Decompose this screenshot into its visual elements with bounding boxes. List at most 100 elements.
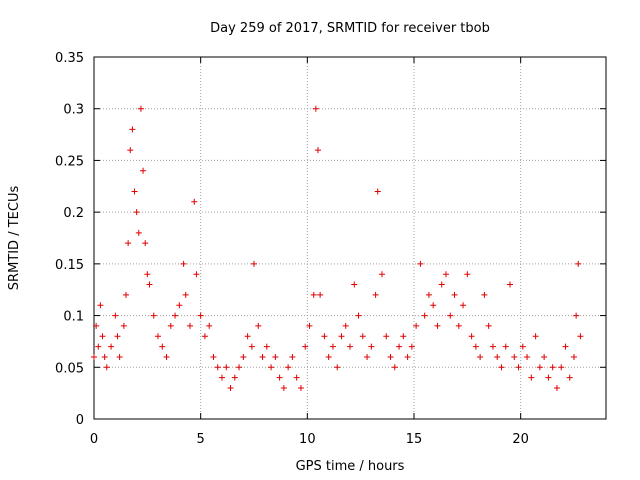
data-point [468,333,475,340]
data-point [425,291,432,298]
data-point [329,343,336,350]
data-point [315,147,321,154]
data-point [485,322,492,329]
data-point [191,198,198,205]
data-point [116,353,123,360]
data-point [306,322,313,329]
data-point [396,343,403,350]
data-point [481,291,488,298]
data-point [383,333,390,340]
data-point [451,291,458,298]
data-point [545,374,552,381]
data-point [511,353,518,360]
data-point [374,188,381,195]
data-point [502,343,509,350]
data-point [133,209,140,216]
data-point [131,188,138,195]
y-tick-label: 0.2 [63,206,84,221]
x-tick-label: 0 [90,432,98,447]
data-point [272,353,279,360]
data-point [553,384,560,391]
data-point [404,353,411,360]
data-point [268,364,275,371]
data-point [460,302,467,309]
x-axis-label: GPS time / hours [296,459,405,474]
data-point [434,322,441,329]
data-point [172,312,179,319]
data-point [364,353,371,360]
data-point [359,333,366,340]
data-point [421,312,428,319]
data-point [259,353,266,360]
data-point [321,333,328,340]
data-point [562,343,569,350]
data-point [251,260,257,267]
data-point [379,271,385,278]
data-point [443,271,449,278]
data-point [355,312,362,319]
data-point [368,343,375,350]
data-point [408,343,415,350]
data-point [150,312,157,319]
data-point [312,105,319,112]
data-point [210,353,217,360]
data-point [187,322,193,329]
data-point [430,302,437,309]
data-point [214,364,221,371]
data-point [507,281,513,288]
data-point [127,147,134,154]
data-point [112,312,119,319]
y-tick-label: 0.15 [55,258,84,273]
data-point [240,353,247,360]
data-point [135,229,142,236]
data-point [549,364,556,371]
x-tick-label: 5 [197,432,205,447]
data-point [515,364,522,371]
data-point [140,167,147,174]
grid-lines [94,57,606,419]
data-point [455,322,462,329]
data-point [293,374,300,381]
y-axis-label: SRMTID / TECUs [7,186,22,291]
data-point [528,374,535,381]
data-point [114,333,121,340]
x-tick-label: 15 [406,432,423,447]
data-point [387,353,394,360]
data-point [201,333,208,340]
data-point [236,364,243,371]
data-point [244,333,251,340]
data-point [227,384,234,391]
data-point [180,260,187,267]
x-tick-label: 10 [299,432,316,447]
data-point [103,364,110,371]
data-point [146,281,153,288]
data-point [144,271,151,278]
data-point [176,302,183,309]
data-point [129,126,136,133]
data-point [95,343,102,350]
data-point [197,312,204,319]
data-point [289,353,296,360]
data-points [91,105,584,391]
data-point [310,291,317,298]
data-point [351,281,358,288]
data-point [263,343,270,350]
data-point [536,364,543,371]
data-point [413,322,420,329]
data-point [231,374,238,381]
data-point [573,312,580,319]
y-tick-label: 0.05 [55,361,84,376]
y-tick-label: 0 [76,413,84,428]
data-point [155,333,161,340]
data-point [571,353,577,360]
axis-ticks: 0 0.05 0.1 0.15 0.2 0.25 0.3 0.35 0 5 10 15 20 [55,51,606,447]
data-point [577,333,584,340]
data-point [276,374,283,381]
data-point [219,374,225,381]
data-point [108,343,115,350]
data-point [255,322,262,329]
data-point [317,291,324,298]
data-point [524,353,531,360]
data-point [519,343,526,350]
